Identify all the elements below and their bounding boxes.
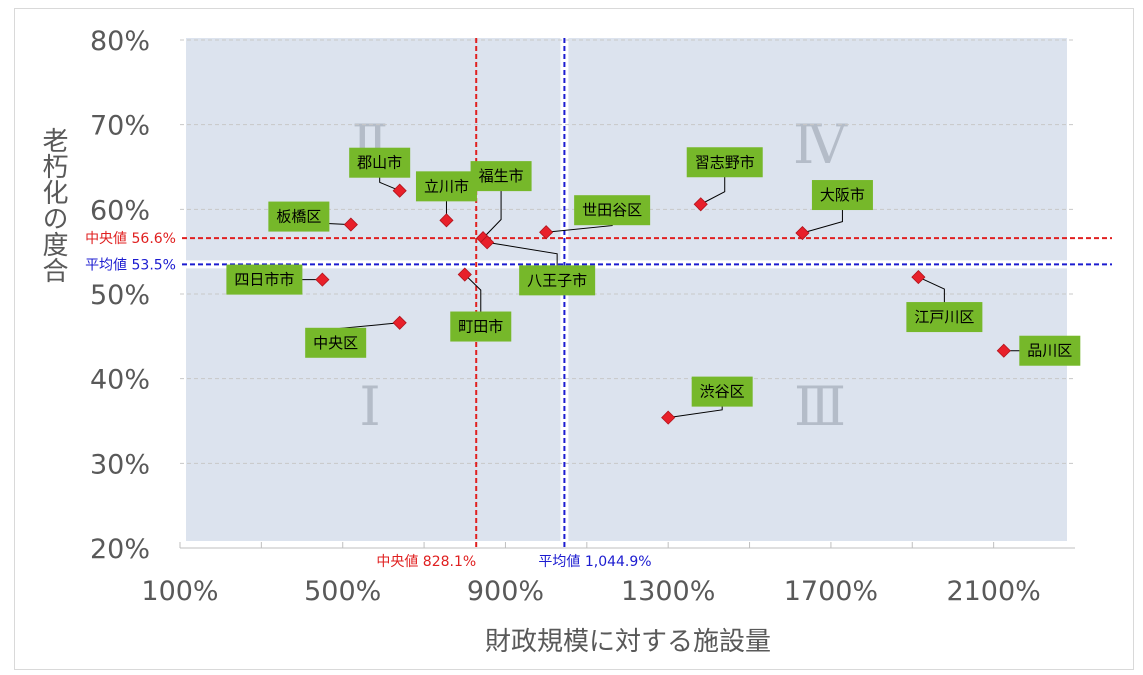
point-label-box — [906, 302, 983, 333]
y-tick-label: 60% — [90, 195, 150, 226]
point-label-box — [686, 147, 763, 178]
x-tick-label: 1700% — [784, 576, 878, 607]
point-label-box — [349, 147, 411, 178]
data-point — [439, 213, 454, 228]
point-label-box — [1019, 335, 1081, 366]
data-point — [539, 225, 554, 240]
axes: 20% 30% 40% 50% 60% 70% 80% 100% 500% 900% 1300% 17… — [38, 26, 1075, 657]
quadrant-label-1: Ⅰ — [359, 375, 380, 438]
data-point — [392, 183, 407, 198]
point-label-box — [450, 311, 512, 342]
quadrant-label-3: Ⅲ — [794, 375, 846, 438]
point-label: 江戸川区 — [914, 308, 974, 326]
point-label: 世田谷区 — [582, 201, 642, 219]
point-label-box — [574, 195, 651, 226]
x-axis-title: 財政規模に対する施設量 — [485, 627, 771, 657]
data-point — [315, 272, 330, 287]
x-tick-label: 2100% — [946, 576, 1040, 607]
data-point — [795, 225, 810, 241]
point-label: 福生市 — [479, 167, 524, 185]
point-label: 四日市市 — [234, 271, 294, 289]
point-label-box — [415, 171, 477, 202]
reference-lines: 中央値 828.1% 平均値 1,044.9% 中央値 56.6% 平均値 53.5% — [85, 38, 1112, 570]
point-label: 郡山市 — [357, 154, 402, 172]
y-axis-title: 老朽化の度合 — [38, 127, 68, 283]
quadrant-3-bg — [568, 268, 1067, 541]
y-tick-label: 40% — [90, 365, 150, 396]
data-point — [996, 343, 1011, 358]
data-point — [480, 235, 495, 250]
point-label: 町田市 — [458, 318, 503, 336]
quadrant-label-4: Ⅳ — [793, 113, 848, 176]
data-point — [693, 197, 708, 212]
point-label-box — [226, 264, 303, 295]
x-tick-label: 1300% — [621, 576, 715, 607]
point-label-box — [305, 327, 367, 358]
point-label: 八王子市 — [527, 271, 587, 289]
quadrant-4-bg — [568, 38, 1067, 261]
point-label-box — [691, 376, 753, 407]
point-label: 板橋区 — [276, 208, 321, 226]
point-label-box — [268, 201, 330, 232]
point-label: 立川市 — [424, 177, 469, 195]
data-point — [457, 267, 472, 282]
y-median-label: 中央値 56.6% — [85, 231, 176, 247]
point-label-box — [470, 161, 532, 192]
data-point — [661, 410, 676, 425]
y-mean-label: 平均値 53.5% — [85, 257, 176, 273]
data-point — [911, 270, 926, 285]
y-tick-label: 70% — [90, 111, 150, 142]
point-label-box — [519, 265, 596, 296]
data-point — [392, 315, 407, 330]
x-tick-label: 500% — [304, 576, 381, 607]
data-points — [315, 183, 1011, 425]
point-label: 品川区 — [1027, 342, 1072, 360]
y-tick-label: 30% — [90, 449, 150, 480]
x-tick-label: 900% — [467, 576, 544, 607]
point-label: 中央区 — [313, 334, 358, 352]
x-median-label: 中央値 828.1% — [376, 554, 476, 570]
point-label: 大阪市 — [820, 186, 865, 204]
y-tick-label: 20% — [90, 534, 150, 565]
point-label-box — [811, 180, 873, 211]
point-label: 習志野市 — [695, 153, 755, 171]
y-tick-label: 50% — [90, 280, 150, 311]
x-mean-label: 平均値 1,044.9% — [538, 554, 651, 570]
y-tick-label: 80% — [90, 26, 150, 57]
data-point — [343, 217, 358, 232]
point-label: 渋谷区 — [700, 383, 745, 401]
x-tick-label: 100% — [141, 576, 218, 607]
